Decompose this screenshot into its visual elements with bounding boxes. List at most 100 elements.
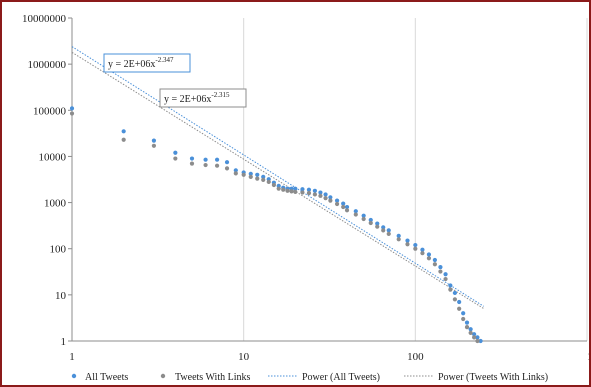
x-tick-label-1: 10 (238, 351, 250, 363)
point-1-39 (426, 256, 432, 261)
point-0-36 (405, 238, 410, 243)
point-0-5 (203, 157, 208, 162)
point-0-21 (306, 187, 312, 192)
point-1-14 (271, 182, 276, 188)
point-0-0 (69, 106, 75, 111)
point-0-2 (151, 138, 157, 143)
point-1-0 (69, 111, 75, 116)
point-1-23 (318, 193, 323, 198)
equation-box-all (103, 53, 191, 73)
point-0-8 (233, 168, 238, 173)
point-1-49 (472, 335, 477, 340)
point-1-21 (306, 191, 312, 196)
legend-label-power-links: Power (Tweets With Links) (438, 372, 548, 383)
point-0-31 (368, 217, 373, 223)
point-1-22 (312, 192, 317, 197)
y-tick-label-2: 100 (50, 244, 67, 256)
point-1-25 (328, 198, 333, 203)
point-1-7 (224, 166, 230, 171)
point-1-26 (334, 201, 340, 207)
point-0-43 (448, 283, 453, 288)
legend-marker-all-tweets (71, 373, 77, 379)
point-0-44 (452, 290, 457, 296)
point-0-39 (426, 252, 432, 257)
point-0-33 (381, 225, 386, 230)
point-0-38 (420, 247, 425, 252)
point-1-15 (276, 186, 281, 191)
point-0-28 (344, 204, 350, 210)
point-1-37 (413, 246, 418, 251)
point-0-42 (443, 272, 448, 277)
y-tick-label-1: 10 (55, 290, 67, 302)
point-0-3 (173, 150, 178, 155)
point-0-19 (293, 186, 298, 191)
point-1-38 (420, 251, 425, 256)
x-tick-label-0: 1 (69, 351, 75, 363)
trendline-0 (71, 46, 484, 307)
point-1-28 (344, 208, 350, 213)
point-0-35 (396, 233, 401, 238)
equation-box-links (159, 88, 247, 108)
point-0-30 (361, 213, 366, 218)
y-tick-label-6: 1000000 (28, 59, 67, 71)
legend-label-tweets-with-links: Tweets With Links (175, 372, 250, 383)
y-tick-label-7: 10000000 (22, 13, 67, 25)
y-tick-label-0: 1 (61, 336, 67, 348)
point-1-43 (448, 287, 453, 292)
data-points (69, 106, 483, 344)
point-1-32 (375, 224, 380, 229)
point-1-4 (189, 161, 195, 166)
point-0-1 (121, 129, 126, 134)
point-0-32 (375, 221, 380, 226)
legend-label-power-all: Power (All Tweets) (302, 372, 380, 383)
point-1-13 (266, 179, 271, 185)
point-1-2 (151, 143, 157, 148)
point-1-44 (452, 297, 457, 302)
point-1-36 (405, 242, 410, 247)
point-0-26 (334, 198, 340, 203)
point-0-50 (475, 335, 480, 340)
equation-all-text: y = 2E+06x-2.347 (108, 56, 174, 70)
point-0-11 (255, 172, 260, 177)
point-0-10 (248, 171, 253, 176)
trendline-1 (71, 51, 484, 309)
point-1-3 (173, 156, 178, 161)
x-tick-label-2: 100 (407, 351, 424, 363)
point-1-45 (457, 306, 462, 311)
point-1-47 (464, 325, 470, 330)
point-1-40 (432, 262, 437, 267)
point-1-11 (255, 176, 260, 181)
legend: All Tweets Tweets With Links Power (All … (71, 372, 548, 383)
y-tick-label-3: 1000 (44, 198, 67, 210)
point-1-30 (361, 216, 366, 222)
equation-links: y = 2E+06x-2.315 (159, 88, 247, 108)
point-0-23 (318, 190, 323, 195)
legend-label-all-tweets: All Tweets (85, 372, 128, 383)
point-0-51 (478, 338, 483, 344)
point-0-48 (468, 327, 473, 332)
point-0-46 (461, 311, 466, 316)
y-tick-label-4: 10000 (39, 151, 67, 163)
point-1-12 (261, 177, 266, 182)
point-1-41 (438, 269, 443, 274)
point-1-19 (293, 189, 298, 195)
axes: 1 10 100 1000 1 10 100 1000 10000 100000 1000000 10… (22, 13, 589, 363)
point-0-7 (224, 160, 230, 165)
point-1-48 (468, 330, 473, 335)
point-1-10 (248, 174, 253, 179)
point-1-17 (285, 188, 290, 193)
point-1-16 (281, 187, 286, 192)
point-1-9 (241, 172, 246, 177)
point-1-33 (381, 228, 386, 233)
point-1-35 (396, 237, 401, 242)
point-0-27 (341, 201, 346, 206)
point-1-6 (214, 163, 220, 168)
point-1-46 (461, 316, 466, 322)
point-0-25 (328, 195, 333, 200)
point-0-12 (261, 174, 266, 179)
x-tick-label-3: 1000 (587, 351, 589, 363)
point-0-6 (214, 157, 220, 162)
point-1-1 (121, 137, 126, 142)
point-1-42 (443, 276, 448, 282)
